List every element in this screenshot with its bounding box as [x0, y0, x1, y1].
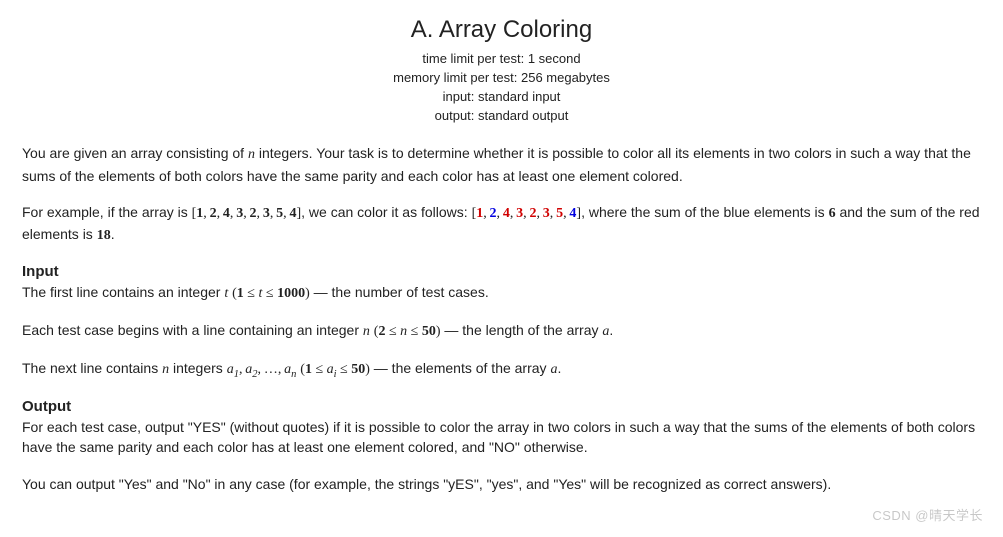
input-heading: Input: [22, 263, 981, 280]
text-fragment: , where the sum of the blue elements is: [581, 204, 828, 220]
math-var-n: n: [363, 324, 370, 339]
output-paragraph-1: For each test case, output "YES" (withou…: [22, 417, 981, 458]
n-bounds: (2 ≤ n ≤ 50): [374, 324, 441, 339]
red-sum: 18: [97, 228, 111, 243]
math-var-t: t: [224, 286, 228, 301]
text-fragment: — the elements of the array: [370, 360, 551, 376]
t-bounds: (1 ≤ t ≤ 1000): [232, 286, 310, 301]
input-file: input: standard input: [22, 88, 981, 107]
text-fragment: The next line contains: [22, 360, 162, 376]
example-array-plain: [1, 2, 4, 3, 2, 3, 5, 4]: [192, 206, 302, 221]
statement-paragraph-2: For example, if the array is [1, 2, 4, 3…: [22, 202, 981, 247]
text-fragment: You are given an array consisting of: [22, 145, 248, 161]
output-heading: Output: [22, 398, 981, 415]
output-paragraph-2: You can output "Yes" and "No" in any cas…: [22, 474, 981, 494]
text-fragment: .: [111, 226, 115, 242]
blue-sum: 6: [829, 206, 836, 221]
input-paragraph-2: Each test case begins with a line contai…: [22, 320, 981, 342]
text-fragment: .: [609, 322, 613, 338]
input-paragraph-1: The first line contains an integer t (1 …: [22, 282, 981, 304]
text-fragment: , we can color it as follows:: [301, 204, 471, 220]
text-fragment: — the number of test cases.: [310, 284, 489, 300]
text-fragment: integers: [169, 360, 227, 376]
statement-paragraph-1: You are given an array consisting of n i…: [22, 143, 981, 186]
problem-statement: You are given an array consisting of n i…: [22, 143, 981, 494]
text-fragment: Each test case begins with a line contai…: [22, 322, 363, 338]
text-fragment: — the length of the array: [441, 322, 603, 338]
problem-title: A. Array Coloring: [22, 16, 981, 44]
text-fragment: For example, if the array is: [22, 204, 192, 220]
watermark: CSDN @晴天学长: [872, 505, 983, 524]
time-limit: time limit per test: 1 second: [22, 50, 981, 69]
text-fragment: .: [557, 360, 561, 376]
text-fragment: The first line contains an integer: [22, 284, 224, 300]
output-file: output: standard output: [22, 107, 981, 126]
ai-bounds: (1 ≤ ai ≤ 50): [300, 362, 370, 377]
example-array-colored: [1, 2, 4, 3, 2, 3, 5, 4]: [472, 206, 582, 221]
math-var-n: n: [248, 147, 255, 162]
memory-limit: memory limit per test: 256 megabytes: [22, 69, 981, 88]
input-paragraph-3: The next line contains n integers a1, a2…: [22, 358, 981, 382]
problem-limits: time limit per test: 1 second memory lim…: [22, 50, 981, 125]
problem-page: A. Array Coloring time limit per test: 1…: [0, 0, 1003, 532]
a-sequence: a1, a2, …, an: [227, 360, 297, 376]
